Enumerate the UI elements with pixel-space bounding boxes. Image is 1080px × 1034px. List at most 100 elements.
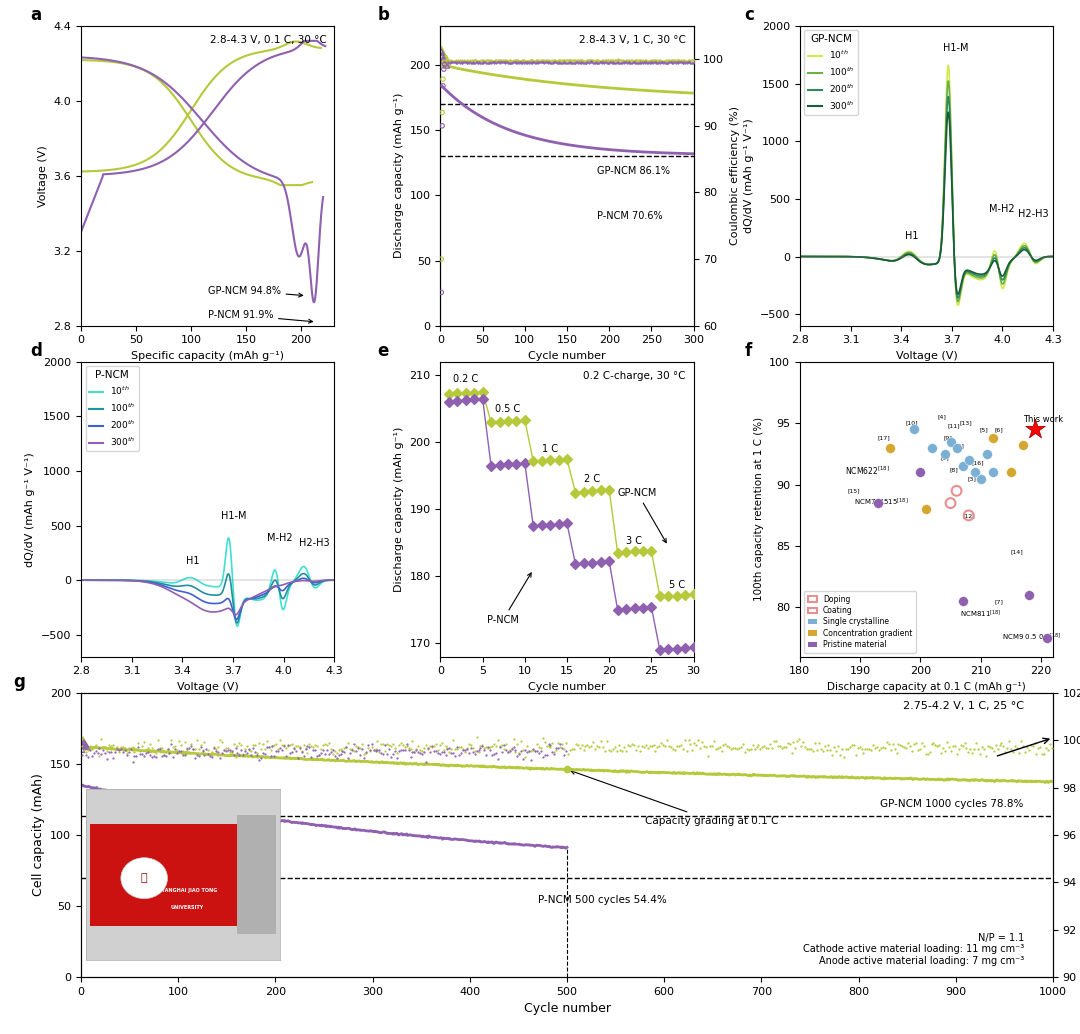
Point xyxy=(580,55,597,71)
Point xyxy=(429,746,446,762)
Point xyxy=(77,736,94,753)
Point xyxy=(408,740,426,757)
Point xyxy=(800,741,818,758)
Point xyxy=(248,746,266,762)
Point xyxy=(78,737,95,754)
Point xyxy=(450,53,468,69)
Point xyxy=(97,744,114,761)
Point xyxy=(507,743,524,760)
Point xyxy=(681,55,699,71)
Point xyxy=(436,747,455,763)
Point xyxy=(450,747,468,763)
Point xyxy=(484,737,501,754)
Point xyxy=(923,439,941,456)
Point xyxy=(222,742,240,759)
Point xyxy=(650,54,667,70)
Point xyxy=(525,53,542,69)
Point xyxy=(487,744,504,761)
Point xyxy=(433,284,450,301)
Point xyxy=(561,55,578,71)
Point xyxy=(585,53,603,69)
Point xyxy=(483,55,500,71)
Point xyxy=(536,734,553,751)
Point xyxy=(145,742,162,759)
Point xyxy=(351,740,368,757)
Point xyxy=(571,739,589,756)
Point xyxy=(589,52,606,68)
Point xyxy=(666,53,684,69)
Text: [5]: [5] xyxy=(980,427,988,432)
Point xyxy=(477,52,495,68)
Point xyxy=(487,55,504,71)
Point xyxy=(275,737,293,754)
Point xyxy=(555,741,572,758)
Point xyxy=(421,743,438,760)
Point xyxy=(630,52,647,68)
Point xyxy=(314,741,332,758)
Y-axis label: 100th capacity retention at 1 C (%): 100th capacity retention at 1 C (%) xyxy=(754,417,764,602)
Point xyxy=(73,741,91,758)
300$^{th}$ xyxy=(1039,250,1052,263)
100$^{th}$ xyxy=(917,256,930,269)
Point xyxy=(659,55,676,71)
Point xyxy=(1043,739,1061,756)
Text: GP-NCM: GP-NCM xyxy=(618,488,666,543)
Point xyxy=(660,641,677,658)
Point xyxy=(494,54,511,70)
Point xyxy=(962,741,980,758)
Point xyxy=(526,55,543,71)
Point xyxy=(542,53,559,69)
Point xyxy=(728,740,745,757)
Point xyxy=(510,55,527,71)
Point xyxy=(227,739,244,756)
Y-axis label: Coulombic efficiency (%): Coulombic efficiency (%) xyxy=(730,107,740,245)
Point xyxy=(915,737,932,754)
Text: Capacity grading at 0.1 C: Capacity grading at 0.1 C xyxy=(571,770,778,825)
Point xyxy=(936,446,954,462)
Text: g: g xyxy=(13,673,25,691)
Point xyxy=(472,53,489,69)
Point xyxy=(488,53,505,69)
10$^{th}$ xyxy=(909,250,922,263)
Point xyxy=(336,739,353,756)
Point xyxy=(537,52,554,68)
Point xyxy=(81,740,98,757)
Point xyxy=(78,738,95,755)
200$^{th}$ xyxy=(909,251,922,264)
Point xyxy=(626,53,644,69)
Point xyxy=(572,737,590,754)
Point xyxy=(95,742,112,759)
Point xyxy=(526,743,543,760)
Point xyxy=(713,743,730,760)
Point xyxy=(498,54,515,70)
Point xyxy=(494,53,511,69)
Point xyxy=(464,53,482,69)
Point xyxy=(615,52,632,68)
Point xyxy=(453,55,470,71)
Point xyxy=(717,736,734,753)
Point xyxy=(496,55,513,71)
Point xyxy=(149,740,166,757)
Point xyxy=(524,52,541,68)
Point xyxy=(379,735,396,752)
Point xyxy=(558,52,576,68)
Point xyxy=(468,54,485,70)
Text: [16]: [16] xyxy=(971,460,984,465)
Point xyxy=(651,642,669,659)
Point xyxy=(433,744,450,761)
Point xyxy=(618,544,635,560)
Point xyxy=(562,54,579,70)
Point xyxy=(518,53,536,69)
Point xyxy=(573,52,591,68)
Point xyxy=(268,742,285,759)
Point xyxy=(499,54,516,70)
Point xyxy=(225,747,242,763)
Point xyxy=(680,52,698,68)
Point xyxy=(540,737,557,754)
Point xyxy=(472,55,489,71)
Point xyxy=(297,740,314,757)
Point xyxy=(583,53,600,69)
Point xyxy=(640,54,658,70)
200$^{th}$ xyxy=(274,583,287,596)
Point xyxy=(534,54,551,70)
